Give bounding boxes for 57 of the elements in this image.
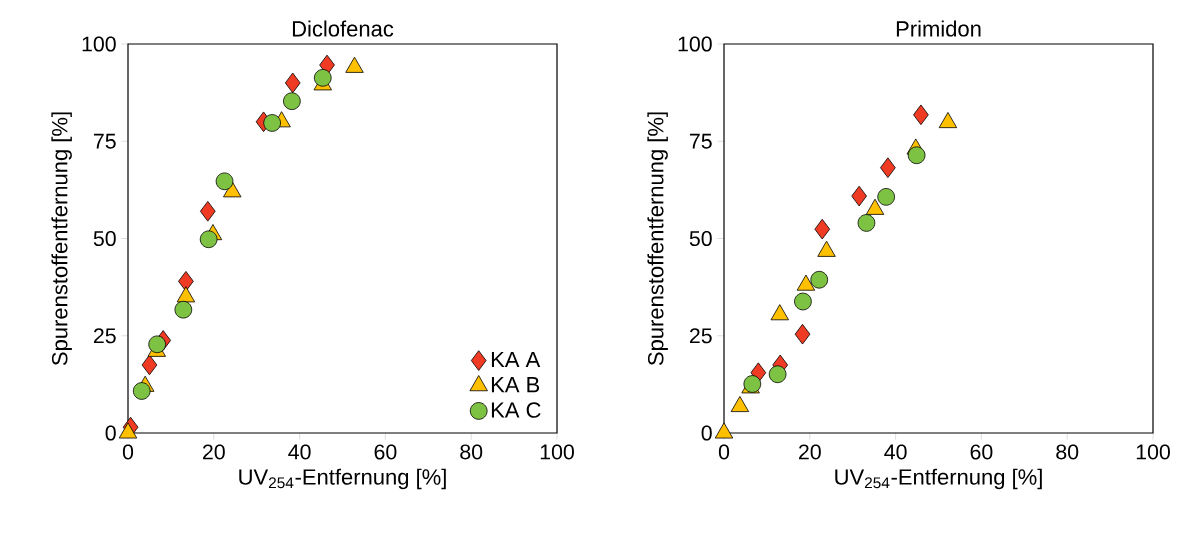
point [857, 214, 876, 232]
y-tick-label: 50 [93, 230, 116, 247]
point [200, 201, 216, 222]
y-tick-label: 25 [689, 328, 712, 344]
x-tick-label: 40 [884, 444, 907, 460]
point [174, 300, 193, 319]
x-tick-label: 0 [122, 444, 134, 460]
x-axis-title: UV$_{254}$-Entfernung [%] [239, 468, 446, 490]
point [283, 92, 301, 110]
point [768, 365, 787, 384]
point [880, 157, 896, 178]
y-tick-label: 100 [82, 36, 116, 52]
point [913, 104, 929, 126]
point [814, 218, 831, 240]
x-tick-label: 20 [799, 444, 821, 460]
point [141, 354, 158, 376]
x-tick-label: 60 [374, 444, 397, 460]
point [132, 382, 151, 400]
x-tick-label: 100 [1136, 444, 1170, 460]
point [178, 271, 194, 292]
point [199, 230, 218, 249]
y-tick-label: 0 [701, 425, 712, 441]
chart-title: Diclofenac [292, 20, 394, 37]
legend-label: KA A [491, 351, 541, 368]
point [810, 270, 829, 289]
y-tick-label: 100 [678, 36, 712, 52]
y-tick-label: 50 [689, 230, 712, 247]
y-tick-label: 75 [689, 133, 712, 149]
point [313, 69, 332, 87]
point [907, 146, 926, 165]
y-tick-label: 25 [93, 328, 116, 344]
x-tick-label: 80 [1056, 444, 1079, 460]
y-axis-title: Spurenstoffentfernung [%] [647, 112, 668, 366]
chart-title: Primidon [896, 20, 981, 37]
point [148, 335, 166, 354]
point [215, 172, 234, 191]
point [730, 396, 750, 413]
legend-label: KA B [491, 377, 540, 393]
x-axis-title: UV$_{254}$-Entfernung [%] [835, 468, 1042, 490]
y-tick-label: 0 [105, 425, 116, 441]
point [794, 323, 811, 345]
x-tick-label: 20 [203, 444, 225, 460]
point [794, 292, 812, 311]
point [263, 114, 281, 132]
point [770, 304, 789, 321]
legend-label: KA C [491, 402, 541, 418]
point [284, 72, 301, 94]
y-tick-label: 75 [93, 133, 116, 149]
x-tick-label: 40 [288, 444, 311, 460]
point [851, 185, 867, 207]
y-axis-title: Spurenstoffentfernung [%] [51, 112, 72, 366]
x-tick-label: 100 [540, 444, 574, 460]
point [877, 188, 895, 206]
x-tick-label: 80 [460, 444, 483, 460]
x-tick-label: 0 [718, 444, 730, 460]
x-tick-label: 60 [970, 444, 993, 460]
point [714, 422, 734, 439]
